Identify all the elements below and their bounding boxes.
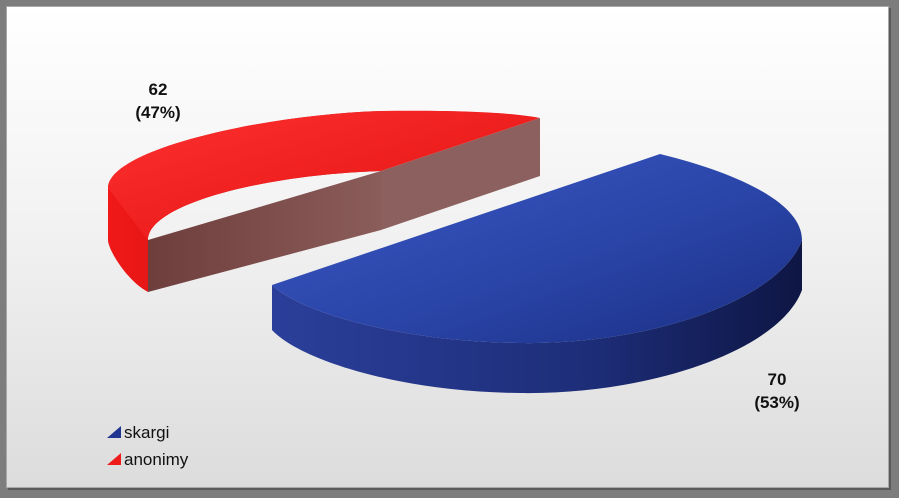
legend-label-skargi: skargi [124, 423, 169, 442]
pie-slice-skargi-side [272, 240, 802, 394]
pie-slice-skargi [272, 154, 802, 394]
pie-slice-anonimy-cut-face-2 [381, 118, 540, 230]
slice-label-anonimy-percent: (47%) [135, 103, 180, 122]
legend-label-anonimy: anonimy [124, 450, 189, 469]
slice-label-skargi-percent: (53%) [754, 393, 799, 412]
slice-label-anonimy-value: 62 [149, 80, 168, 99]
pie-slice-anonimy-top [108, 110, 540, 240]
legend-item-skargi: skargi [107, 423, 169, 442]
pie-slice-anonimy-cut-face [148, 171, 381, 292]
legend-item-anonimy: anonimy [107, 450, 189, 469]
pie-slice-anonimy [108, 110, 540, 292]
legend-swatch-anonimy [107, 453, 121, 465]
pie-slice-skargi-top [272, 154, 802, 344]
legend: skargi anonimy [107, 423, 189, 469]
legend-swatch-skargi [107, 426, 121, 438]
slice-label-skargi-value: 70 [768, 370, 787, 389]
